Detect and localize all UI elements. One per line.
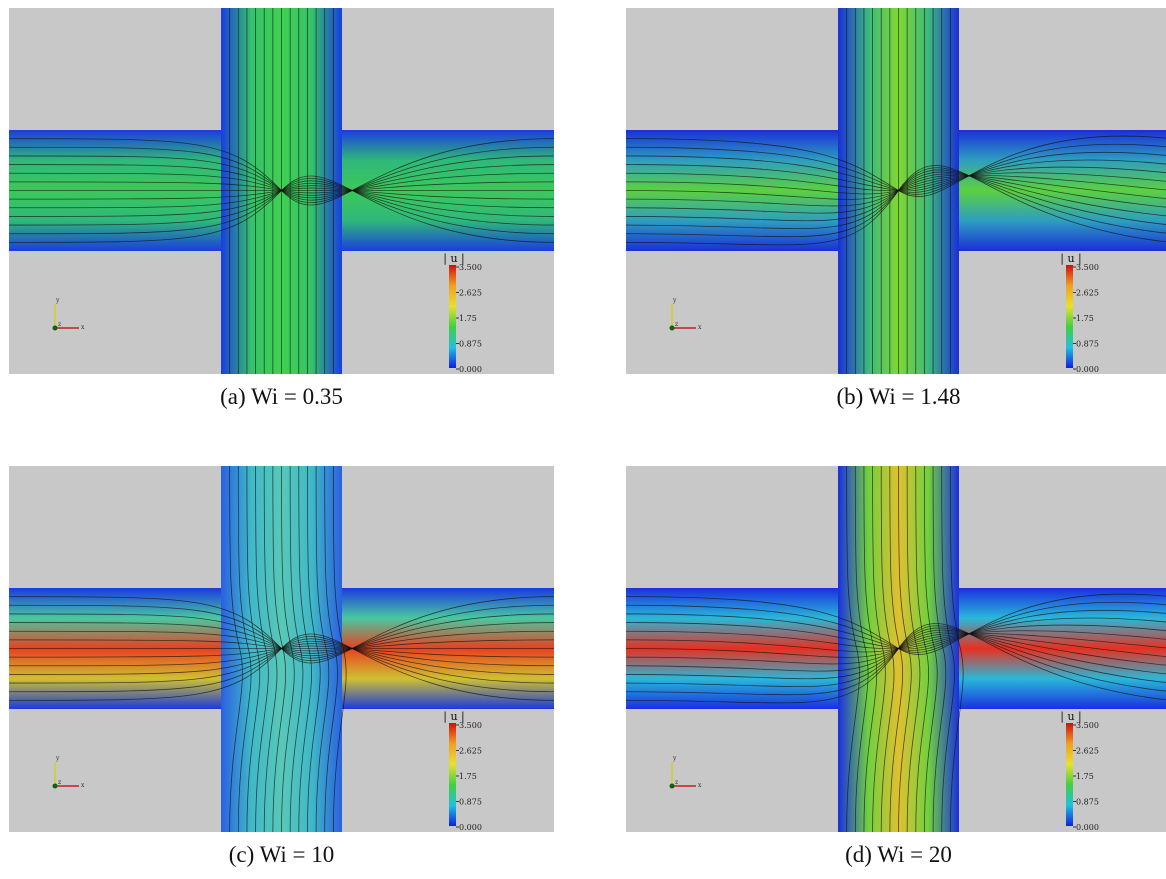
colorbar-tick-label: 3.500 [1076, 263, 1099, 272]
colorbar-tick-label: 2.625 [1076, 289, 1099, 298]
axis-origin [53, 326, 58, 331]
colorbar [1066, 723, 1073, 826]
colorbar-tick-label: 0.875 [1076, 798, 1099, 807]
caption: (d) Wi = 20 [626, 842, 1166, 868]
axis-label: z [58, 779, 61, 786]
axis-label: z [675, 321, 678, 328]
caption: (c) Wi = 10 [9, 842, 554, 868]
caption: (b) Wi = 1.48 [626, 384, 1166, 410]
colorbar-tick-label: 1.75 [1076, 772, 1094, 781]
colorbar-tick-label: 3.500 [459, 263, 482, 272]
colorbar [449, 265, 456, 368]
colorbar-tick-label: 2.625 [1076, 747, 1099, 756]
colorbar [449, 723, 456, 826]
figure: {"panels": [ {"caption": "(a) Wi = 0.35"… [0, 0, 1166, 879]
colorbar-tick-label: 0.000 [1076, 823, 1099, 832]
colorbar [1066, 265, 1073, 368]
axis-label: y [672, 755, 677, 762]
colorbar-tick-label: 0.000 [1076, 365, 1099, 374]
axis-origin [670, 326, 675, 331]
axis-origin [670, 784, 675, 789]
colorbar-tick-label: 0.000 [459, 823, 482, 832]
axis-label: z [58, 321, 61, 328]
colorbar-tick-label: 3.500 [459, 721, 482, 730]
axis-origin [53, 784, 58, 789]
colorbar-tick-label: 0.875 [459, 340, 482, 349]
caption: (a) Wi = 0.35 [9, 384, 554, 410]
colorbar-tick-label: 3.500 [1076, 721, 1099, 730]
colorbar-tick-label: 1.75 [1076, 314, 1094, 323]
colorbar-tick-label: 2.625 [459, 747, 482, 756]
colorbar-tick-label: 0.000 [459, 365, 482, 374]
axis-label: z [675, 779, 678, 786]
colorbar-tick-label: 2.625 [459, 289, 482, 298]
colorbar-tick-label: 1.75 [459, 314, 477, 323]
axis-label: y [55, 755, 60, 762]
colorbar-tick-label: 0.875 [459, 798, 482, 807]
axis-label: y [672, 297, 677, 304]
axis-label: y [55, 297, 60, 304]
colorbar-tick-label: 1.75 [459, 772, 477, 781]
colorbar-tick-label: 0.875 [1076, 340, 1099, 349]
